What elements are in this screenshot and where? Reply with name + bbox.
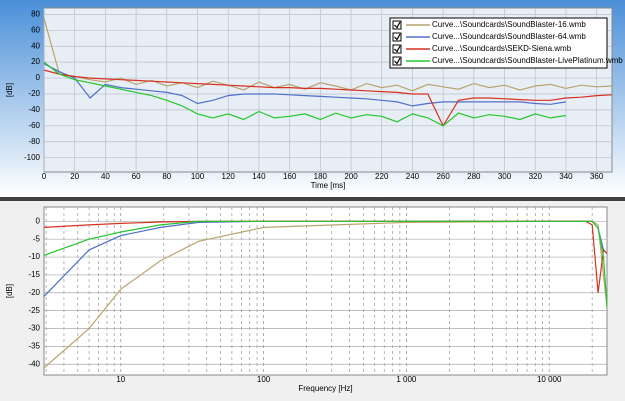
y-tick-label: -5 bbox=[33, 234, 41, 243]
series-line bbox=[44, 220, 607, 369]
x-tick-label: 180 bbox=[314, 172, 328, 181]
y-tick-label: -40 bbox=[28, 105, 40, 114]
y-tick-label: -35 bbox=[28, 342, 40, 351]
y-tick-label: 80 bbox=[31, 9, 40, 18]
x-tick-label: 10 bbox=[116, 375, 125, 384]
x-axis-label: Time [ms] bbox=[311, 181, 346, 190]
legend-label: Curve...\Soundcards\SoundBlaster-64.wmb bbox=[432, 32, 586, 41]
legend-checkbox[interactable] bbox=[392, 32, 402, 42]
x-tick-label: 200 bbox=[344, 172, 358, 181]
y-tick-label: -20 bbox=[28, 89, 40, 98]
x-tick-label: 140 bbox=[252, 172, 266, 181]
legend-checkbox[interactable] bbox=[392, 20, 402, 30]
y-tick-label: -80 bbox=[28, 137, 40, 146]
y-tick-label: 40 bbox=[31, 41, 40, 50]
y-tick-label: -40 bbox=[28, 359, 40, 368]
legend-box bbox=[389, 17, 608, 69]
y-tick-label: -10 bbox=[28, 252, 40, 261]
series-line bbox=[44, 61, 566, 127]
legend-label: Curve...\Soundcards\SEKD-Siena.wmb bbox=[432, 44, 572, 53]
x-tick-label: 260 bbox=[436, 172, 450, 181]
x-tick-label: 1 000 bbox=[396, 375, 417, 384]
x-tick-label: 120 bbox=[222, 172, 236, 181]
y-axis-label: [dB] bbox=[5, 284, 14, 298]
x-tick-label: 10 000 bbox=[537, 375, 562, 384]
plot-area bbox=[43, 206, 608, 376]
y-tick-label: -25 bbox=[28, 306, 40, 315]
y-tick-label: -30 bbox=[28, 324, 40, 333]
x-axis-label: Frequency [Hz] bbox=[298, 384, 352, 393]
legend-label: Curve...\Soundcards\SoundBlaster-LivePla… bbox=[432, 56, 623, 65]
x-tick-label: 160 bbox=[283, 172, 297, 181]
check-mark bbox=[394, 21, 401, 29]
x-tick-label: 220 bbox=[375, 172, 389, 181]
y-tick-label: -60 bbox=[28, 121, 40, 130]
x-tick-label: 340 bbox=[559, 172, 573, 181]
x-tick-label: 280 bbox=[467, 172, 481, 181]
legend-checkbox[interactable] bbox=[392, 44, 402, 54]
y-tick-label: 20 bbox=[31, 57, 40, 66]
y-tick-label: 0 bbox=[36, 216, 41, 225]
x-tick-label: 320 bbox=[529, 172, 543, 181]
legend-label: Curve...\Soundcards\SoundBlaster-16.wmb bbox=[432, 20, 586, 29]
series-line bbox=[44, 18, 612, 92]
x-tick-label: 240 bbox=[406, 172, 420, 181]
series-line bbox=[44, 63, 566, 107]
y-tick-label: -15 bbox=[28, 270, 40, 279]
x-tick-label: 360 bbox=[590, 172, 604, 181]
x-tick-label: 100 bbox=[191, 172, 205, 181]
series-line bbox=[44, 220, 607, 308]
splitter[interactable] bbox=[0, 197, 625, 201]
check-mark bbox=[394, 33, 401, 41]
y-tick-label: 0 bbox=[36, 73, 41, 82]
y-tick-label: -20 bbox=[28, 288, 40, 297]
x-tick-label: 40 bbox=[101, 172, 110, 181]
x-tick-label: 300 bbox=[498, 172, 512, 181]
x-tick-label: 60 bbox=[132, 172, 141, 181]
x-tick-label: 20 bbox=[70, 172, 79, 181]
x-tick-label: 80 bbox=[162, 172, 171, 181]
y-tick-label: -100 bbox=[24, 153, 41, 162]
x-tick-label: 100 bbox=[257, 375, 271, 384]
check-mark bbox=[394, 45, 401, 53]
y-axis-label: [dB] bbox=[5, 83, 14, 97]
y-tick-label: 60 bbox=[31, 25, 40, 34]
series-line bbox=[44, 69, 612, 128]
check-mark bbox=[394, 57, 401, 65]
legend-checkbox[interactable] bbox=[392, 56, 402, 66]
x-tick-label: 0 bbox=[42, 172, 47, 181]
